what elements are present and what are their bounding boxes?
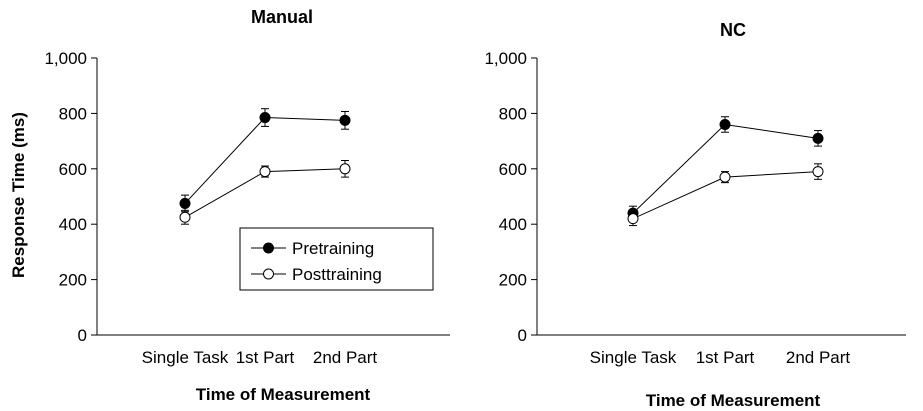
category-label: 2nd Part: [313, 348, 378, 367]
data-point: [812, 132, 824, 144]
series-line: [184, 117, 346, 204]
data-point: [339, 114, 351, 126]
series-posttraining: [179, 159, 351, 225]
y-tick-label: 0: [518, 326, 527, 345]
manual-y-ticks: 0 200 400 600 800 1,000: [44, 49, 97, 345]
series-line: [632, 123, 819, 214]
manual-series: [179, 108, 351, 225]
manual-x-axis-label: Time of Measurement: [196, 385, 371, 404]
category-label: 1st Part: [236, 348, 295, 367]
y-tick-label: 200: [59, 271, 87, 290]
nc-panel: NC Time of Measurement 0 200 400 600 800 1,00…: [484, 20, 906, 410]
data-point: [179, 211, 191, 223]
manual-title: Manual: [251, 7, 313, 27]
manual-y-axis-label: Response Time (ms): [9, 112, 28, 278]
y-tick-label: 800: [499, 104, 527, 123]
y-tick-label: 800: [59, 104, 87, 123]
manual-category-labels: Single Task 1st Part 2nd Part: [142, 348, 378, 367]
data-point: [812, 166, 824, 178]
data-point: [719, 118, 731, 130]
nc-category-labels: Single Task 1st Part 2nd Part: [590, 348, 851, 367]
legend-label-posttraining: Posttraining: [292, 265, 382, 284]
category-label: Single Task: [142, 348, 229, 367]
category-label: 1st Part: [696, 348, 755, 367]
category-label: Single Task: [590, 348, 677, 367]
y-tick-label: 1,000: [484, 49, 527, 68]
data-point: [259, 112, 271, 124]
series-pretraining: [179, 108, 351, 213]
legend-marker-pretraining: [263, 242, 274, 254]
category-label: 2nd Part: [786, 348, 851, 367]
y-tick-label: 200: [499, 271, 527, 290]
y-tick-label: 1,000: [44, 49, 87, 68]
legend-box: [239, 227, 434, 291]
legend-label-pretraining: Pretraining: [292, 239, 374, 258]
data-point: [259, 166, 271, 178]
manual-panel: Manual Response Time (ms) Time of Measur…: [9, 7, 450, 404]
data-point: [179, 197, 191, 209]
data-point: [627, 213, 639, 225]
nc-y-ticks: 0 200 400 600 800 1,000: [484, 49, 537, 345]
y-tick-label: 600: [59, 160, 87, 179]
y-tick-label: 600: [499, 160, 527, 179]
nc-x-axis-label: Time of Measurement: [646, 391, 821, 410]
y-tick-label: 400: [59, 215, 87, 234]
series-posttraining: [627, 163, 824, 227]
data-point: [339, 163, 351, 175]
y-tick-label: 0: [78, 326, 87, 345]
nc-title: NC: [720, 20, 746, 40]
nc-series: [627, 116, 824, 227]
series-pretraining: [627, 116, 824, 221]
legend-marker-posttraining: [263, 268, 274, 280]
manual-legend: Pretraining Posttraining: [239, 227, 434, 291]
data-point: [719, 171, 731, 183]
y-tick-label: 400: [499, 215, 527, 234]
